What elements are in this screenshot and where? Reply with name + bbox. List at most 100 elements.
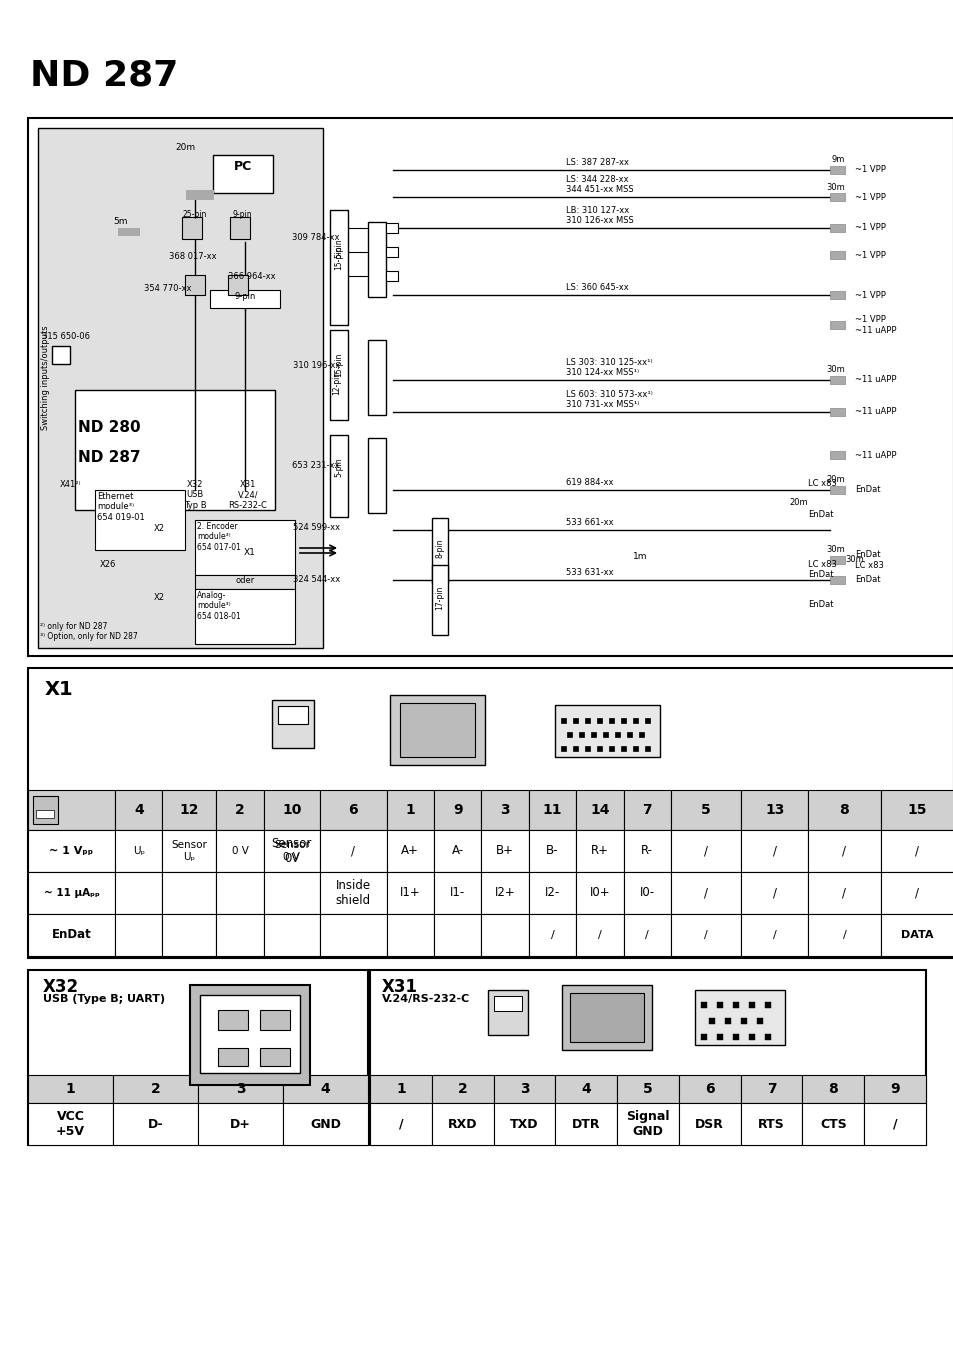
Bar — [263, 790, 319, 830]
Text: 653 231-xx: 653 231-xx — [293, 460, 339, 470]
Bar — [590, 732, 596, 737]
Bar — [597, 747, 601, 751]
Bar — [115, 872, 162, 914]
Text: Sensor
0V: Sensor 0V — [272, 837, 312, 865]
Text: 533 661-xx: 533 661-xx — [565, 518, 613, 526]
Bar — [829, 451, 844, 459]
Bar — [764, 1002, 770, 1008]
Bar — [494, 996, 521, 1011]
Bar — [228, 275, 248, 296]
Text: 2: 2 — [151, 1081, 160, 1096]
Bar — [740, 790, 807, 830]
Text: ~1 VPP: ~1 VPP — [854, 251, 885, 259]
Text: Sensor
Uₚ: Sensor Uₚ — [172, 840, 207, 861]
Text: VCC
+5V: VCC +5V — [56, 1110, 85, 1138]
Bar — [319, 914, 386, 956]
Bar — [740, 1018, 746, 1025]
Bar — [112, 1103, 198, 1145]
Text: 17-pin: 17-pin — [435, 586, 444, 610]
Text: 7: 7 — [766, 1081, 776, 1096]
Bar — [28, 872, 115, 914]
Text: 15: 15 — [907, 803, 926, 817]
Bar — [740, 1075, 801, 1103]
Bar — [386, 271, 397, 281]
Bar — [717, 1002, 722, 1008]
Bar — [623, 872, 670, 914]
Bar — [829, 576, 844, 585]
Text: 368 017-xx: 368 017-xx — [169, 252, 216, 261]
Bar — [194, 575, 294, 589]
Bar — [807, 914, 880, 956]
Bar — [28, 971, 368, 1145]
Text: 8-pin: 8-pin — [435, 539, 444, 558]
Bar — [432, 566, 448, 634]
Text: 2: 2 — [234, 803, 245, 817]
Bar — [481, 830, 528, 872]
Bar — [576, 872, 623, 914]
Text: CTS: CTS — [819, 1118, 846, 1130]
Text: X41²⁾: X41²⁾ — [60, 481, 82, 489]
Bar — [370, 971, 925, 1145]
Text: ~1 VPP: ~1 VPP — [854, 290, 885, 300]
Text: Analog-
module³⁾
654 018-01: Analog- module³⁾ 654 018-01 — [196, 591, 240, 621]
Bar — [829, 251, 844, 259]
Bar — [28, 830, 115, 872]
Bar — [560, 747, 565, 751]
Text: 2: 2 — [457, 1081, 467, 1096]
Bar — [185, 275, 205, 296]
Text: 10: 10 — [282, 803, 301, 817]
Text: /: / — [550, 930, 554, 940]
Bar — [319, 872, 386, 914]
Bar — [319, 830, 386, 872]
Bar — [633, 747, 638, 751]
Bar — [216, 790, 263, 830]
Text: 354 770-xx: 354 770-xx — [144, 284, 192, 293]
Text: 30m: 30m — [844, 555, 862, 564]
Text: 310 196-xx: 310 196-xx — [293, 360, 339, 370]
Text: A-: A- — [451, 845, 463, 857]
Text: 20m: 20m — [174, 143, 194, 153]
Bar — [263, 830, 319, 872]
Bar — [28, 1075, 112, 1103]
Bar — [623, 830, 670, 872]
Bar — [700, 1034, 706, 1040]
Bar — [118, 228, 140, 236]
Bar — [182, 217, 202, 239]
Bar — [880, 872, 953, 914]
Text: Uₚ: Uₚ — [132, 846, 145, 856]
Bar — [112, 1075, 198, 1103]
Text: R+: R+ — [590, 845, 608, 857]
Bar — [260, 1048, 290, 1067]
Text: 2. Encoder
module³⁾
654 017-01: 2. Encoder module³⁾ 654 017-01 — [196, 522, 240, 552]
Bar — [434, 830, 481, 872]
Text: TXD: TXD — [510, 1118, 538, 1130]
Bar — [740, 1103, 801, 1145]
Bar — [283, 1075, 368, 1103]
Bar — [115, 830, 162, 872]
Bar — [162, 830, 216, 872]
Text: EnDat
LC x83: EnDat LC x83 — [854, 551, 882, 570]
Text: X1: X1 — [45, 680, 73, 699]
Bar — [190, 986, 310, 1085]
Bar — [386, 790, 434, 830]
Text: LC x83: LC x83 — [807, 479, 836, 487]
Text: ~1 VPP: ~1 VPP — [854, 166, 885, 174]
Bar — [597, 718, 601, 724]
Bar — [620, 747, 625, 751]
Text: ~1 VPP
~11 uAPP: ~1 VPP ~11 uAPP — [854, 316, 896, 335]
Text: 12: 12 — [179, 803, 199, 817]
Text: 5m: 5m — [113, 217, 128, 227]
Bar — [36, 810, 54, 818]
Bar — [724, 1018, 730, 1025]
Bar — [319, 790, 386, 830]
Bar — [829, 224, 844, 232]
Bar — [38, 128, 323, 648]
Bar — [740, 872, 807, 914]
Bar — [863, 1075, 925, 1103]
Text: Ethernet
module³⁾
654 019-01: Ethernet module³⁾ 654 019-01 — [97, 491, 145, 522]
Bar — [162, 790, 216, 830]
Text: 9-pin: 9-pin — [232, 211, 252, 219]
Bar — [829, 408, 844, 416]
Bar — [617, 1103, 679, 1145]
Bar — [28, 790, 115, 830]
